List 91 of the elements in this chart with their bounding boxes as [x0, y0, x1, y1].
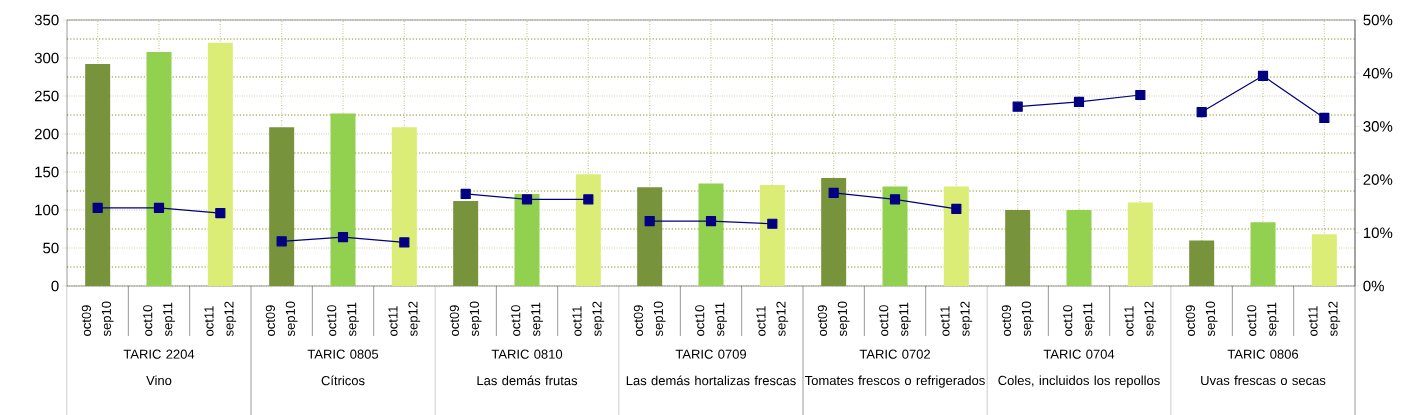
y-tick-label: 200 [34, 128, 59, 140]
bar [453, 200, 479, 286]
bar [514, 194, 540, 286]
y2-tick-label: 20% [1363, 174, 1393, 185]
point [583, 194, 594, 205]
x-tick-label: oct09 sep10 [449, 301, 482, 337]
bar [575, 174, 601, 286]
y2-tick-label: 30% [1363, 121, 1393, 132]
bar [330, 113, 356, 286]
point [460, 188, 471, 200]
bar [1250, 222, 1276, 286]
text: TARIC 0806 [1227, 349, 1299, 359]
text: TARIC 0810 [491, 349, 563, 359]
y-tick-label: 50 [43, 242, 59, 254]
point [153, 202, 165, 213]
point [1073, 96, 1085, 108]
text: Uvas frescas o secas [1201, 375, 1326, 386]
x-tick-label: oct11 sep12 [1308, 301, 1341, 337]
bar [882, 186, 908, 286]
point [1012, 101, 1023, 112]
point [828, 187, 839, 198]
y-tick-label: 300 [34, 52, 59, 64]
bar [1127, 202, 1153, 286]
point [1196, 106, 1207, 118]
bar [821, 178, 847, 286]
x-tick-label: oct10 sep11 [143, 302, 175, 337]
y2-tick-label: 10% [1363, 227, 1393, 239]
bar [85, 64, 111, 286]
x-tick-label: oct10 sep11 [695, 302, 727, 337]
x-tick-label: oct09 sep10 [1185, 301, 1218, 337]
x-tick-label: oct10 sep11 [327, 302, 359, 337]
x-tick-label: oct09 sep10 [265, 301, 298, 337]
text: Las demás frutas [477, 375, 578, 386]
bar [943, 186, 969, 286]
text: Las demás hortalizas frescas [626, 375, 796, 386]
bar [698, 183, 724, 286]
text: TARIC 0805 [307, 349, 379, 359]
x-tick-label: oct09 sep10 [81, 301, 114, 337]
text: Coles, incluidos los repollos [998, 375, 1160, 388]
x-tick-label: oct11 sep12 [388, 301, 421, 337]
x-tick-label: oct11 sep12 [756, 301, 789, 337]
point [644, 215, 655, 227]
x-tick-label: oct11 sep12 [572, 301, 605, 337]
y-tick-label: 0 [51, 280, 59, 292]
point [1319, 112, 1330, 123]
point [767, 218, 778, 229]
point [399, 237, 410, 248]
x-tick-label: oct10 sep11 [511, 302, 543, 337]
x-tick-label: oct11 sep12 [204, 301, 237, 337]
x-tick-label: oct10 sep11 [879, 302, 911, 337]
text: TARIC 0709 [675, 349, 747, 359]
point [521, 194, 533, 205]
point [705, 215, 717, 227]
y-tick-label: 150 [35, 166, 59, 178]
bar [1311, 234, 1337, 286]
bar [1189, 240, 1215, 286]
bar [269, 127, 295, 286]
point [1257, 70, 1269, 81]
x-tick-label: oct09 sep10 [633, 301, 666, 337]
bar [637, 187, 663, 286]
bar [1066, 210, 1092, 286]
x-tick-label: oct09 sep10 [817, 301, 850, 337]
text: Tomates frescos o refrigerados [804, 375, 985, 388]
point [889, 194, 901, 205]
y2-tick-label: 0% [1363, 280, 1384, 292]
x-tick-label: oct11 sep12 [940, 301, 973, 337]
bar [391, 127, 417, 286]
x-tick-label: oct10 sep11 [1063, 302, 1095, 337]
point [951, 203, 962, 214]
point [337, 231, 349, 243]
y2-tick-label: 40% [1363, 67, 1393, 79]
x-tick-label: oct10 sep11 [1247, 302, 1279, 337]
text: TARIC 2204 [123, 349, 195, 359]
point [215, 208, 226, 219]
x-tick-label: oct09 sep10 [1001, 301, 1034, 337]
point [1135, 89, 1146, 101]
text: TARIC 0704 [1043, 349, 1115, 359]
y2-tick-label: 50% [1363, 14, 1393, 26]
bar [759, 184, 785, 286]
bar [207, 42, 233, 286]
text: TARIC 0702 [859, 349, 930, 359]
y-tick-label: 250 [34, 90, 59, 102]
text: Vino [146, 375, 172, 386]
point [276, 236, 287, 247]
y-tick-label: 350 [34, 14, 59, 26]
point [92, 202, 103, 213]
x-tick-label: oct11 sep12 [1124, 301, 1157, 337]
bar [146, 51, 172, 286]
y-tick-label: 100 [35, 204, 59, 216]
text: Cítricos [321, 375, 365, 386]
bar [1005, 210, 1031, 286]
